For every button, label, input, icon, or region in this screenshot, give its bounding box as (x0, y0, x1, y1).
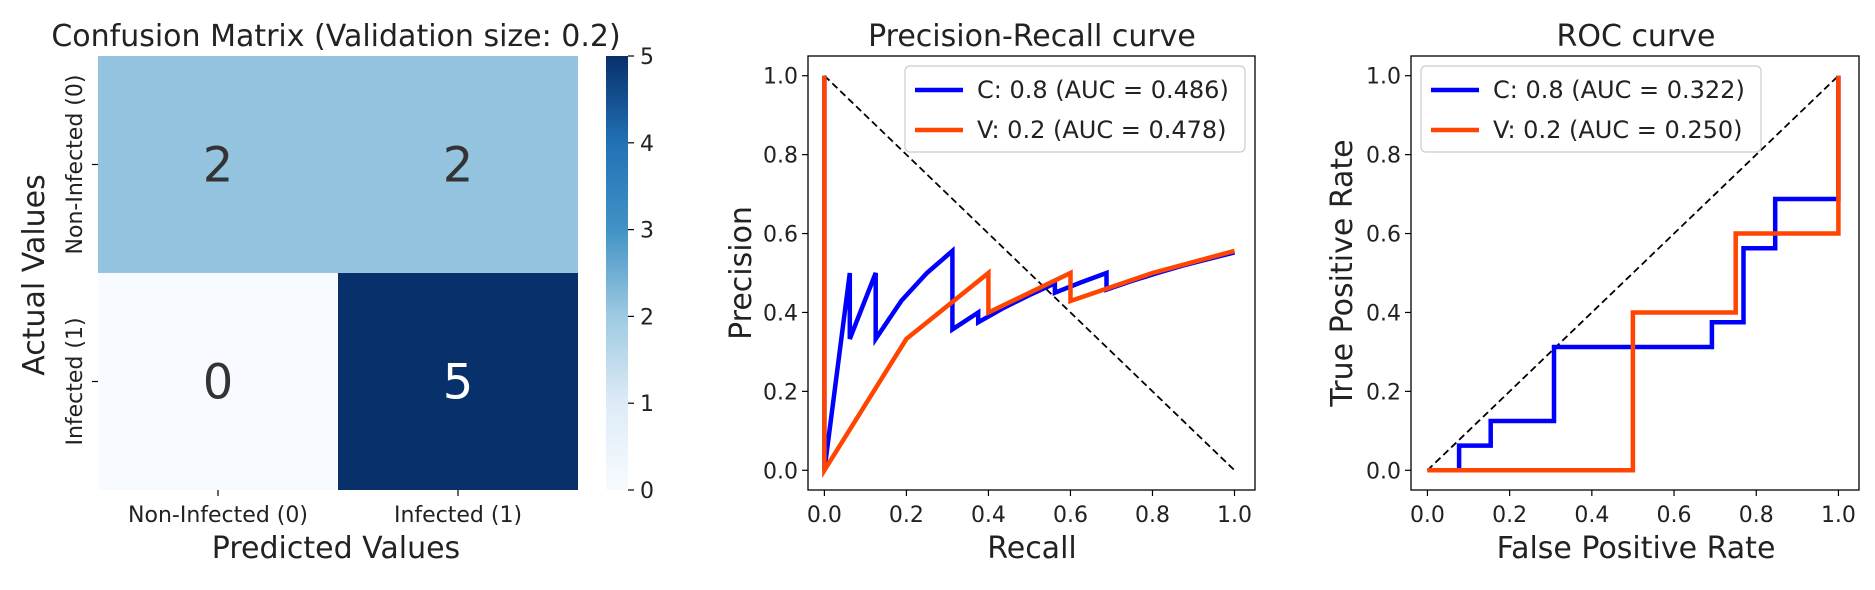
heatmap-cell-value: 0 (203, 355, 234, 411)
x-tick-label: 0.0 (1410, 503, 1445, 528)
colorbar (606, 56, 628, 490)
colorbar-tick-label: 2 (640, 305, 654, 330)
legend-box (904, 65, 1246, 153)
colorbar-tick-label: 1 (640, 392, 654, 417)
y-tick-label: 0.6 (763, 223, 798, 248)
x-tick-label: 1.0 (1821, 503, 1856, 528)
x-tick-label: 0.6 (1657, 503, 1692, 528)
series-line-blue (1427, 75, 1841, 473)
heatmap-x-axis-label: Predicted Values (212, 531, 460, 566)
y-tick-label: 0.8 (1366, 144, 1401, 169)
confusion-matrix-panel: Confusion Matrix (Validation size: 0.2) … (17, 19, 654, 566)
x-tick-label: 0.2 (1492, 503, 1527, 528)
precision-recall-panel: Precision-Recall curve 0.0 0.2 0.4 0.6 0.8 1.… (724, 19, 1256, 566)
heatmap-cell-value: 5 (443, 355, 474, 411)
roc-legend: C: 0.8 (AUC = 0.322) V: 0.2 (AUC = 0.250) (1420, 65, 1762, 153)
y-tick-label: 0.4 (763, 301, 798, 326)
precision-recall-title: Precision-Recall curve (868, 19, 1196, 54)
series-line-orange (1427, 75, 1841, 473)
precision-recall-y-axis-label: Precision (724, 206, 759, 340)
roc-panel: ROC curve 0.0 0.2 0.4 0.6 0.8 1.0 0.0 0.2 0.4 0.6… (1325, 19, 1860, 566)
x-tick-label: 0.8 (1135, 503, 1170, 528)
x-tick-label: 0.2 (889, 503, 924, 528)
roc-plot-area (1410, 55, 1860, 491)
y-tick-label: 1.0 (1366, 65, 1401, 90)
series-line-orange (822, 75, 1236, 479)
heatmap-cell (338, 273, 578, 490)
x-tick-label: 0.4 (1574, 503, 1609, 528)
precision-recall-legend: C: 0.8 (AUC = 0.486) V: 0.2 (AUC = 0.478) (904, 65, 1246, 153)
x-tick-label: 0.6 (1053, 503, 1088, 528)
precision-recall-plot-area (807, 55, 1256, 491)
roc-ticks: 0.0 0.2 0.4 0.6 0.8 1.0 0.0 0.2 0.4 0.6 0.8 1.0 (1366, 65, 1856, 528)
heatmap-x-tick-labels: Non-Infected (0) Infected (1) (128, 490, 522, 528)
roc-x-axis-label: False Positive Rate (1497, 531, 1776, 566)
y-tick-label: 0.4 (1366, 301, 1401, 326)
precision-recall-ticks: 0.0 0.2 0.4 0.6 0.8 1.0 0.0 0.2 0.4 0.6 0.8 1.0 (763, 65, 1252, 528)
colorbar-tick-label: 5 (640, 45, 654, 70)
heatmap-y-tick-labels: Non-Infected (0) Infected (1) (63, 75, 98, 446)
y-tick-label: 0.0 (1366, 459, 1401, 484)
roc-series (1426, 75, 1841, 473)
precision-recall-x-axis-label: Recall (987, 531, 1077, 566)
heatmap-cell-value: 2 (203, 138, 234, 194)
heatmap-x-tick-label: Non-Infected (0) (128, 503, 308, 528)
roc-y-axis-label: True Positive Rate (1325, 139, 1360, 407)
colorbar-tick-labels: 0 1 2 3 4 5 (628, 45, 654, 504)
precision-recall-series (822, 75, 1236, 479)
heatmap-x-tick-label: Infected (1) (394, 503, 522, 528)
diagonal-reference-line (823, 75, 1236, 471)
diagonal-reference-line (1426, 75, 1840, 471)
y-tick-label: 1.0 (763, 65, 798, 90)
heatmap-cell (98, 273, 338, 490)
x-tick-label: 1.0 (1217, 503, 1252, 528)
y-tick-label: 0.2 (1366, 380, 1401, 405)
legend-box (1420, 65, 1762, 153)
colorbar-tick-label: 4 (640, 132, 654, 157)
heatmap-cell-value: 2 (443, 138, 474, 194)
heatmap-cell (98, 56, 338, 273)
x-tick-label: 0.0 (807, 503, 842, 528)
y-tick-label: 0.6 (1366, 223, 1401, 248)
legend-entry-label: V: 0.2 (AUC = 0.250) (1493, 116, 1743, 144)
legend-entry-label: C: 0.8 (AUC = 0.322) (1493, 76, 1745, 104)
x-tick-label: 0.8 (1739, 503, 1774, 528)
y-tick-label: 0.2 (763, 380, 798, 405)
legend-entry-label: C: 0.8 (AUC = 0.486) (977, 76, 1229, 104)
confusion-matrix-title: Confusion Matrix (Validation size: 0.2) (51, 19, 620, 54)
heatmap-cell (338, 56, 578, 273)
heatmap-y-tick-label: Non-Infected (0) (63, 75, 88, 255)
heatmap-cells: 2 2 0 5 (98, 56, 578, 490)
colorbar-tick-label: 3 (640, 219, 654, 244)
heatmap-y-axis-label: Actual Values (17, 174, 52, 376)
legend-entry-label: V: 0.2 (AUC = 0.478) (977, 116, 1227, 144)
y-tick-label: 0.0 (763, 459, 798, 484)
y-tick-label: 0.8 (763, 144, 798, 169)
x-tick-label: 0.4 (971, 503, 1006, 528)
colorbar-tick-label: 0 (640, 479, 654, 504)
roc-title: ROC curve (1557, 19, 1716, 54)
heatmap-y-tick-label: Infected (1) (63, 317, 88, 445)
